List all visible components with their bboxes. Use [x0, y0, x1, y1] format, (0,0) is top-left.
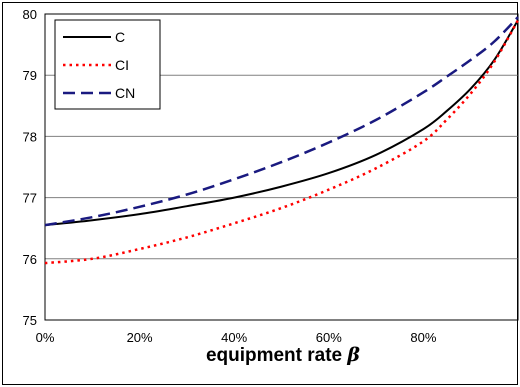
- legend-label-c: C: [115, 29, 125, 45]
- x-axis-label-symbol: β: [346, 344, 360, 366]
- series-lines: [44, 16, 520, 265]
- x-tick-label: 20%: [127, 330, 153, 345]
- y-tick-label: 78: [23, 129, 37, 144]
- x-tick-label: 0%: [36, 330, 55, 345]
- series-line-cn: [44, 16, 519, 227]
- plot-area-border: [44, 13, 519, 321]
- y-tick-label: 75: [23, 313, 37, 328]
- x-axis-label: equipment rate β: [206, 344, 360, 366]
- legend-label-ci: CI: [115, 57, 129, 73]
- y-tick-label: 77: [23, 191, 37, 206]
- y-tick-label: 79: [23, 68, 37, 83]
- x-tick-label: 80%: [410, 330, 436, 345]
- legend: C CI CN: [54, 19, 161, 110]
- y-tick-label: 76: [23, 252, 37, 267]
- y-axis-tick-labels: 75 76 77 78 79 80: [23, 7, 37, 328]
- x-tick-label: 40%: [221, 330, 247, 345]
- gridlines: [45, 74, 518, 260]
- series-line-ci: [44, 19, 520, 265]
- x-tick-label: 60%: [316, 330, 342, 345]
- x-axis-label-text: equipment rate: [206, 345, 342, 366]
- y-tick-label: 80: [23, 7, 37, 22]
- series-line-c: [44, 19, 519, 227]
- legend-label-cn: CN: [115, 85, 135, 101]
- x-axis-tick-labels: 0% 20% 40% 60% 80%: [36, 330, 437, 345]
